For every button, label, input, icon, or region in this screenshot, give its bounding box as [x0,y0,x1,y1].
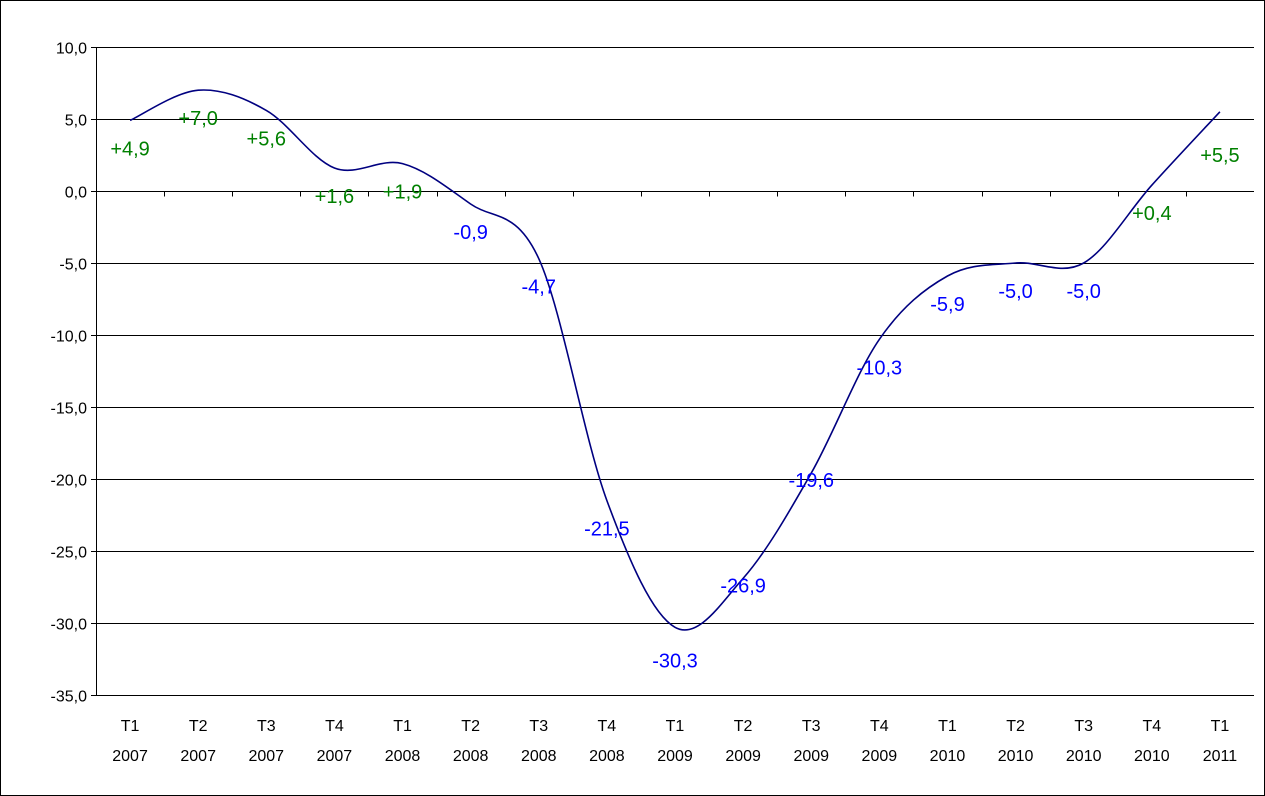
x-tick-label-quarter: T4 [870,718,889,735]
x-tick-label-quarter: T4 [325,718,344,735]
data-point [605,499,609,503]
y-tick-label: 5,0 [65,113,87,130]
data-label: -5,0 [998,281,1032,303]
data-label: +1,9 [383,182,422,204]
data-label: +5,6 [247,128,286,150]
x-tick-label-year: 2008 [521,748,557,765]
y-tick-label: -5,0 [59,257,87,274]
x-tick-label-year: 2009 [725,748,761,765]
data-label: +0,4 [1132,203,1171,225]
y-tick-label: -15,0 [51,401,88,418]
x-tick-label-quarter: T1 [1211,718,1230,735]
x-tick-label-year: 2008 [453,748,489,765]
x-tick-label-year: 2010 [930,748,966,765]
x-tick-label-year: 2007 [317,748,353,765]
x-tick-label-year: 2010 [1134,748,1170,765]
data-point [1082,261,1086,265]
data-point [877,337,881,341]
data-point [469,202,473,206]
x-tick-label-year: 2007 [180,748,216,765]
data-label: -4,7 [522,277,556,299]
data-label: -10,3 [857,357,903,379]
x-tick-label-quarter: T1 [393,718,412,735]
data-label: +7,0 [178,108,217,130]
series-line [129,89,1221,631]
x-tick-label-year: 2009 [793,748,829,765]
y-tick-label: -25,0 [51,545,88,562]
data-label: -30,3 [652,650,698,672]
data-label: +1,6 [315,186,354,208]
data-label: +4,9 [110,138,149,160]
data-point [128,118,132,122]
data-point [196,88,200,92]
y-tick-label: -35,0 [51,689,88,706]
data-point [945,274,949,278]
data-point [332,166,336,170]
data-point [1014,261,1018,265]
y-tick-label: -30,0 [51,617,88,634]
x-tick-label-quarter: T2 [734,718,753,735]
data-label: -26,9 [720,575,766,597]
data-label: -5,0 [1066,281,1100,303]
x-tick-label-year: 2008 [385,748,421,765]
x-tick-label-year: 2010 [998,748,1034,765]
x-tick-label-year: 2010 [1066,748,1102,765]
x-tick-label-year: 2007 [112,748,148,765]
data-point [264,108,268,112]
y-tick-label: 0,0 [65,185,87,202]
x-tick-label-quarter: T2 [1006,718,1025,735]
x-tick-label-quarter: T3 [1074,718,1093,735]
x-tick-label-quarter: T3 [802,718,821,735]
x-tick-label-quarter: T4 [1142,718,1161,735]
data-point [673,625,677,629]
x-tick-label-quarter: T4 [598,718,617,735]
data-label: +5,5 [1200,145,1239,167]
y-tick-label: -20,0 [51,473,88,490]
data-point [1218,110,1222,114]
data-point [401,162,405,166]
x-tick-label-quarter: T3 [529,718,548,735]
x-tick-label-year: 2007 [248,748,284,765]
x-tick-label-quarter: T2 [189,718,208,735]
data-label: -21,5 [584,519,630,541]
data-label: -0,9 [453,222,487,244]
x-tick-label-quarter: T1 [666,718,685,735]
x-tick-label-quarter: T1 [121,718,140,735]
x-tick-label-year: 2008 [589,748,625,765]
y-tick-label: 10,0 [56,41,87,58]
y-tick-label: -10,0 [51,329,88,346]
x-tick-label-year: 2011 [1203,748,1238,765]
data-point [537,257,541,261]
x-tick-label-quarter: T2 [461,718,480,735]
x-tick-label-year: 2009 [657,748,693,765]
data-label: -5,9 [930,294,964,316]
x-tick-label-quarter: T3 [257,718,276,735]
x-tick-label-quarter: T1 [938,718,957,735]
x-tick-label-year: 2009 [862,748,898,765]
data-point [1150,183,1154,187]
data-label: -19,6 [788,470,834,492]
